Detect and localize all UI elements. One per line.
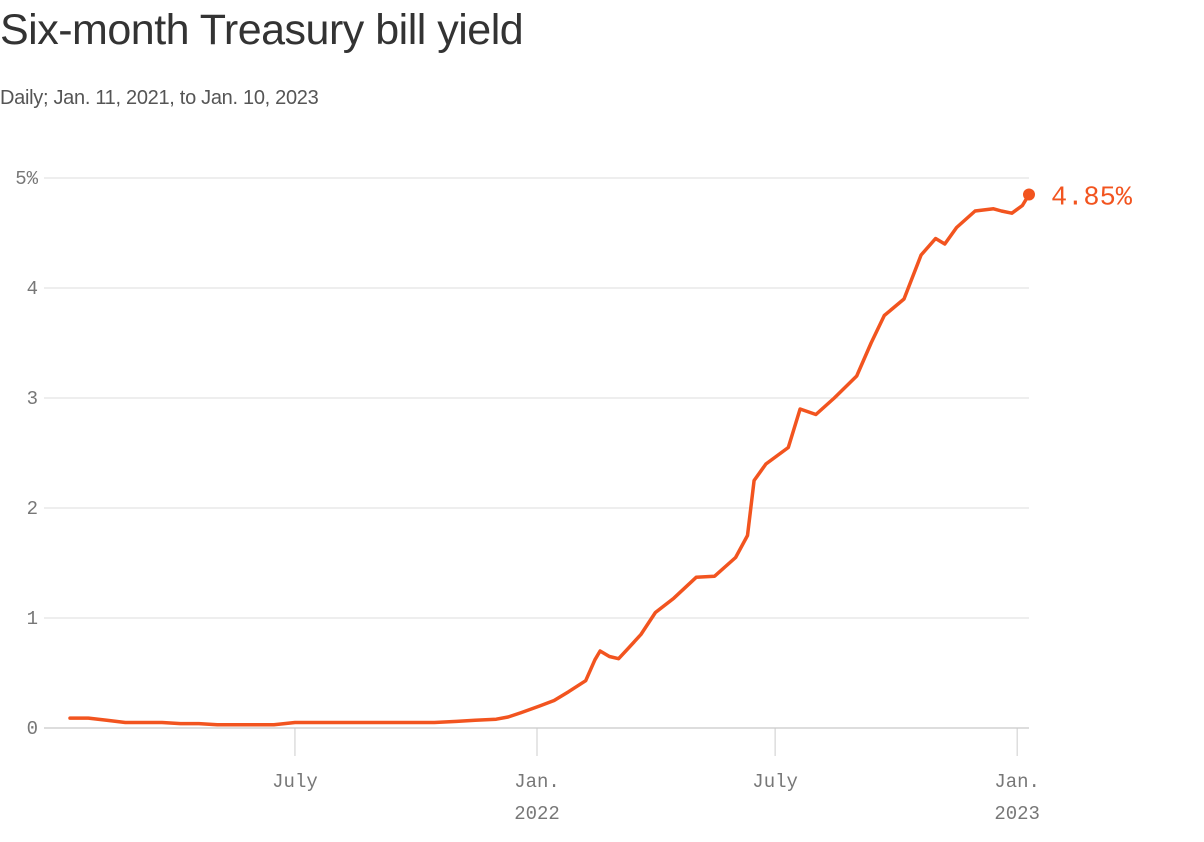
chart-title: Six-month Treasury bill yield [0, 6, 524, 54]
y-tick-label: 1 [27, 608, 38, 630]
chart-subtitle: Daily; Jan. 11, 2021, to Jan. 10, 2023 [0, 87, 319, 109]
x-tick-year-label: 2023 [994, 803, 1040, 825]
y-tick-label: 0 [27, 718, 38, 740]
x-tick-label: Jan. [514, 771, 560, 793]
y-tick-label: 4 [27, 278, 38, 300]
x-tick-label: Jan. [994, 771, 1040, 793]
end-value-label: 4.85% [1051, 184, 1133, 214]
x-tick-year-label: 2022 [514, 803, 560, 825]
end-point-marker [1023, 188, 1035, 201]
y-tick-label: 5% [15, 168, 38, 190]
series-line [68, 192, 1031, 727]
x-tick-label: July [272, 771, 318, 793]
x-tick-label: July [752, 771, 798, 793]
y-tick-label: 3 [27, 388, 38, 410]
y-tick-label: 2 [27, 498, 38, 520]
